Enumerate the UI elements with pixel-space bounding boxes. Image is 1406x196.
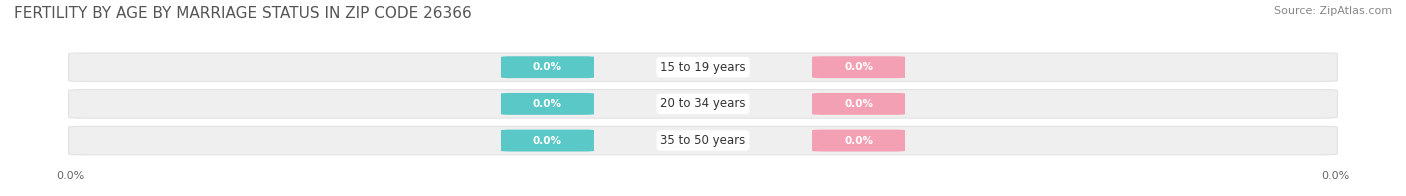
Text: 0.0%: 0.0% — [533, 136, 562, 146]
Text: 0.0%: 0.0% — [533, 62, 562, 72]
Text: 0.0%: 0.0% — [844, 136, 873, 146]
FancyBboxPatch shape — [813, 130, 905, 152]
FancyBboxPatch shape — [501, 130, 593, 152]
Text: 0.0%: 0.0% — [844, 62, 873, 72]
Text: Source: ZipAtlas.com: Source: ZipAtlas.com — [1274, 6, 1392, 16]
FancyBboxPatch shape — [813, 56, 905, 78]
Text: 0.0%: 0.0% — [1322, 171, 1350, 181]
FancyBboxPatch shape — [69, 90, 1337, 118]
Text: 35 to 50 years: 35 to 50 years — [661, 134, 745, 147]
Text: 0.0%: 0.0% — [844, 99, 873, 109]
FancyBboxPatch shape — [813, 93, 905, 115]
Text: 0.0%: 0.0% — [533, 99, 562, 109]
Text: 20 to 34 years: 20 to 34 years — [661, 97, 745, 110]
FancyBboxPatch shape — [69, 53, 1337, 82]
Text: 15 to 19 years: 15 to 19 years — [661, 61, 745, 74]
FancyBboxPatch shape — [501, 56, 593, 78]
FancyBboxPatch shape — [69, 126, 1337, 155]
Text: FERTILITY BY AGE BY MARRIAGE STATUS IN ZIP CODE 26366: FERTILITY BY AGE BY MARRIAGE STATUS IN Z… — [14, 6, 472, 21]
Text: 0.0%: 0.0% — [56, 171, 84, 181]
FancyBboxPatch shape — [501, 93, 593, 115]
